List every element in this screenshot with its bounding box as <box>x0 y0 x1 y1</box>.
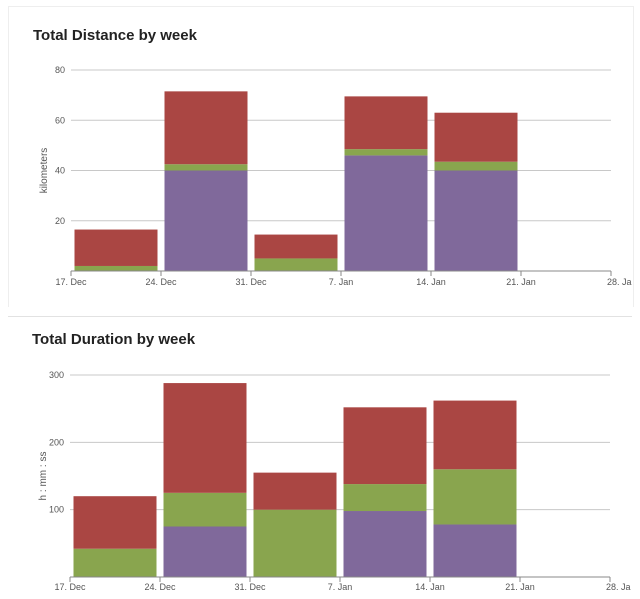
bar-segment[interactable] <box>433 524 517 577</box>
y-tick-label: 300 <box>49 370 64 380</box>
distance-chart-panel: Total Distance by week 20 40 60 80 17. Dec 24… <box>8 6 634 307</box>
bar-segment[interactable] <box>164 91 248 165</box>
bar-segment[interactable] <box>344 149 428 156</box>
y-tick-label: 20 <box>55 216 65 226</box>
bar-segment[interactable] <box>163 492 247 527</box>
bar-segment[interactable] <box>163 526 247 578</box>
x-tick-label: 7. Jan <box>329 277 354 287</box>
duration-chart: 100 200 300 17. Dec 24. Dec 31. Dec 7. Jan 14. … <box>38 370 631 592</box>
x-tick-label: 28. Ja <box>606 582 631 592</box>
bar-segment[interactable] <box>343 407 427 485</box>
x-tick-label: 21. Jan <box>506 277 536 287</box>
y-tick-label: 40 <box>55 166 65 176</box>
bar-segment[interactable] <box>253 509 337 577</box>
y-tick-label: 100 <box>49 505 64 515</box>
y-axis-title: h : mm : ss <box>38 452 49 501</box>
bar-segment[interactable] <box>253 472 337 510</box>
bar-segment[interactable] <box>434 170 518 272</box>
y-axis-title: kilometers <box>39 148 50 194</box>
distance-chart-title: Total Distance by week <box>33 27 197 44</box>
x-tick-label: 31. Dec <box>234 582 266 592</box>
y-tick-label: 200 <box>49 437 64 447</box>
distance-chart: 20 40 60 80 17. Dec 24. Dec 31. Dec 7. Jan 14. J… <box>39 65 632 287</box>
bar-segment[interactable] <box>343 484 427 512</box>
x-tick-label: 31. Dec <box>235 277 267 287</box>
bar-segment[interactable] <box>74 265 158 271</box>
y-tick-label: 60 <box>55 115 65 125</box>
x-tick-label: 24. Dec <box>144 582 176 592</box>
bar-segment[interactable] <box>254 234 338 259</box>
bar-segment[interactable] <box>434 112 518 162</box>
x-tick-label: 17. Dec <box>55 277 87 287</box>
bar-segment[interactable] <box>433 400 517 470</box>
x-tick-label: 7. Jan <box>328 582 353 592</box>
duration-chart-panel: Total Duration by week 100 200 300 17. Dec 2… <box>8 316 632 599</box>
bar-segment[interactable] <box>163 383 247 493</box>
bar-segment[interactable] <box>74 229 158 266</box>
x-tick-label: 14. Jan <box>416 277 446 287</box>
bar-segment[interactable] <box>343 511 427 577</box>
duration-chart-title: Total Duration by week <box>32 331 196 348</box>
bar-segment[interactable] <box>434 161 518 171</box>
y-tick-label: 80 <box>55 65 65 75</box>
bar-segment[interactable] <box>73 548 157 577</box>
bar-segment[interactable] <box>344 96 428 150</box>
bar-segment[interactable] <box>344 155 428 271</box>
bar-segment[interactable] <box>254 258 338 271</box>
bar-segment[interactable] <box>164 164 248 171</box>
x-tick-label: 24. Dec <box>145 277 177 287</box>
x-tick-label: 21. Jan <box>505 582 535 592</box>
bar-segment[interactable] <box>164 170 248 272</box>
bar-segment[interactable] <box>433 469 517 525</box>
bar-segment[interactable] <box>73 496 157 549</box>
x-tick-label: 17. Dec <box>54 582 86 592</box>
x-tick-label: 28. Ja <box>607 277 632 287</box>
x-tick-label: 14. Jan <box>415 582 445 592</box>
